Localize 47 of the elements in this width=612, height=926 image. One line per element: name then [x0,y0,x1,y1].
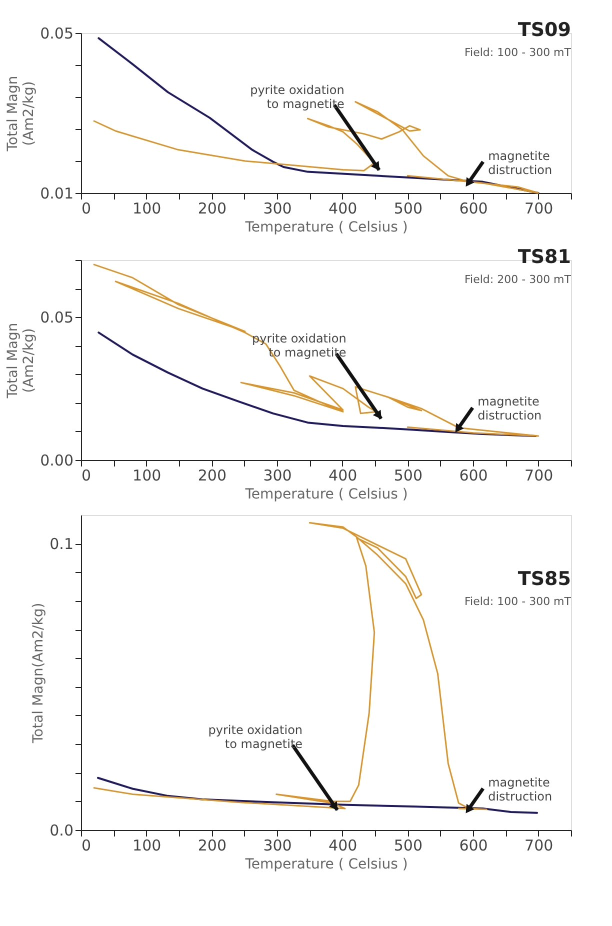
chart-title: TS09 [518,19,571,41]
x-tick-label: 300 [263,836,292,854]
x-tick-label: 200 [198,836,226,854]
chart-title: TS81 [518,246,571,268]
x-axis-title: Temperature ( Celsius ) [244,486,408,502]
y-tick-label: 0.1 [50,535,74,554]
annotation: pyrite oxidation to magnetite [208,723,303,752]
x-tick-label: 600 [459,466,488,484]
x-tick-label: 0 [82,466,92,484]
annotation: magnetite distruction [488,148,552,177]
x-tick-label: 600 [459,200,488,218]
x-tick-label: 200 [198,200,226,218]
annotation: magnetite distruction [488,776,552,804]
y-tick-label: 0.05 [40,308,74,327]
x-tick-label: 100 [132,200,162,218]
y-tick-label: 0.01 [40,184,74,202]
annotation: magnetite distruction [478,394,542,423]
text: Field: 100 - 300 mT [464,46,572,59]
x-axis-title: Temperature ( Celsius ) [244,220,408,236]
x-tick-label: 100 [132,836,162,854]
text: Field: 200 - 300 mT [464,273,572,286]
x-tick-label: 500 [394,200,422,218]
y-tick-label: 0.0 [50,822,74,840]
x-tick-label: 0 [82,200,92,218]
x-tick-label: 700 [524,466,554,484]
annotation: pyrite oxidation to magnetite [250,83,344,111]
x-tick-label: 400 [328,200,358,218]
x-tick-label: 300 [263,200,292,218]
text: TS85 [518,568,571,590]
x-tick-label: 500 [394,466,422,484]
x-tick-label: 500 [394,836,422,854]
text: Field: 100 - 300 mT [464,595,572,608]
y-tick-label: 0.05 [40,24,74,42]
x-axis-title: Temperature ( Celsius ) [244,856,408,872]
x-tick-label: 600 [459,836,488,854]
x-tick-label: 100 [132,466,162,484]
x-tick-label: 200 [198,466,226,484]
x-tick-label: 300 [263,466,292,484]
x-tick-label: 400 [328,466,358,484]
x-tick-label: 400 [328,836,358,854]
y-axis-title: Total Magn (Am2/kg) [5,76,38,152]
y-axis-title: Total Magn (Am2/kg) [5,322,38,400]
y-tick-label: 0.00 [40,452,74,470]
x-tick-label: 0 [82,836,92,854]
x-tick-label: 700 [524,836,554,854]
y-axis-title: Total Magn(Am2/kg) [30,602,47,744]
x-tick-label: 700 [524,200,554,218]
